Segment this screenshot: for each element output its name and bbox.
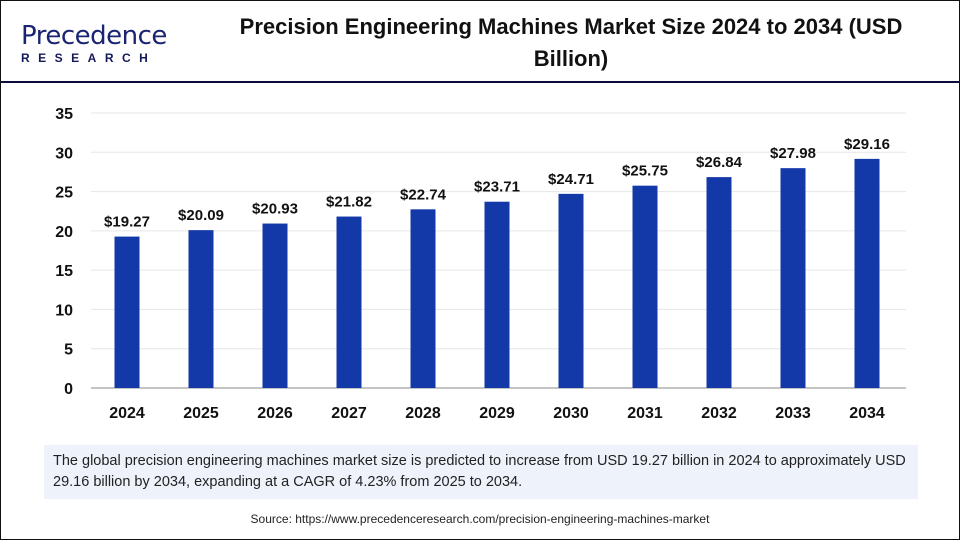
y-tick-label: 15 [55,263,73,280]
bar [262,223,288,388]
data-label: $27.98 [770,145,816,162]
x-tick-label: 2028 [405,405,441,422]
y-tick-label: 30 [55,145,73,162]
data-label: $29.16 [844,136,890,153]
y-tick-label: 0 [64,381,73,398]
bar [632,185,658,388]
logo-wordmark: Precedence [21,21,167,51]
x-tick-label: 2033 [775,405,811,422]
x-tick-label: 2027 [331,405,367,422]
bar [854,158,880,388]
data-label: $20.93 [252,201,298,218]
summary-note: The global precision engineering machine… [44,445,918,499]
y-tick-label: 25 [55,185,73,202]
bar [558,193,584,388]
bar-chart: 05101520253035$19.272024$20.092025$20.93… [55,106,906,422]
x-tick-label: 2030 [553,405,589,422]
bar [410,209,436,388]
bar [706,177,732,388]
x-tick-label: 2024 [109,405,145,422]
bar [780,168,806,388]
bar [188,230,214,388]
y-tick-label: 35 [55,106,73,123]
y-tick-label: 10 [55,302,73,319]
x-tick-label: 2032 [701,405,737,422]
bar [114,236,140,388]
data-label: $23.71 [474,179,520,196]
y-tick-label: 5 [64,342,73,359]
data-label: $21.82 [326,194,372,211]
data-label: $20.09 [178,207,224,224]
bar [484,201,510,388]
logo-subtitle: RESEARCH [21,51,157,65]
x-tick-label: 2025 [183,405,219,422]
data-label: $24.71 [548,171,594,188]
x-tick-label: 2034 [849,405,885,422]
logo: Precedence RESEARCH [17,21,167,65]
source-text: Source: https://www.precedenceresearch.c… [250,512,710,526]
chart-title: Precision Engineering Machines Market Si… [239,14,903,71]
data-label: $22.74 [400,186,447,203]
x-tick-label: 2029 [479,405,515,422]
bar [336,216,362,388]
header-divider [1,81,959,83]
data-label: $25.75 [622,163,668,180]
data-label: $19.27 [104,214,150,231]
x-tick-label: 2026 [257,405,293,422]
y-tick-label: 20 [55,224,73,241]
x-tick-label: 2031 [627,405,663,422]
data-label: $26.84 [696,154,743,171]
